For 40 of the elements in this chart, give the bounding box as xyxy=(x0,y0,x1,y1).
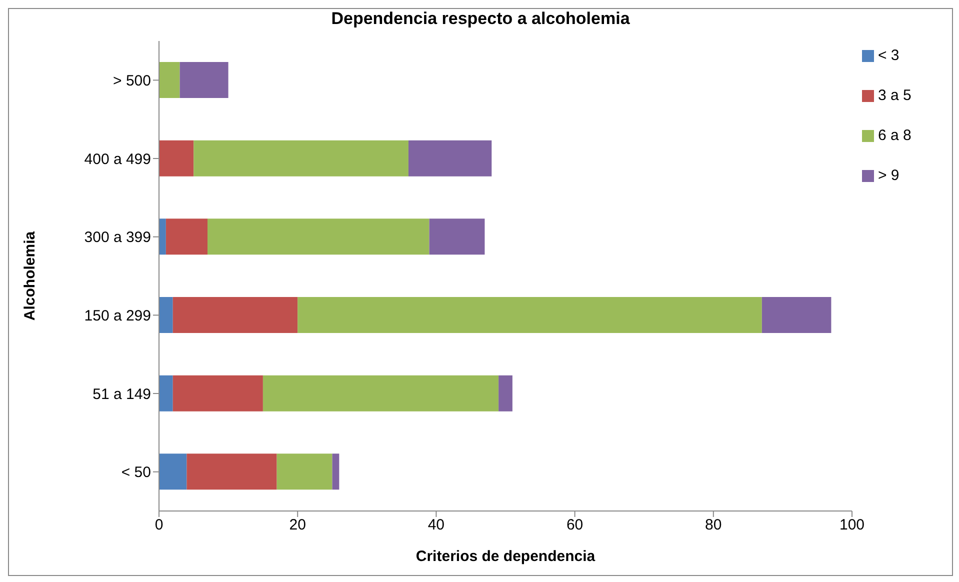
bar xyxy=(180,62,228,98)
y-axis-title: Alcoholemia xyxy=(21,230,38,321)
bar xyxy=(298,297,762,333)
legend-label: > 9 xyxy=(878,167,900,184)
legend-label: < 3 xyxy=(878,47,900,64)
bar xyxy=(159,454,187,490)
bar xyxy=(429,218,485,255)
x-tick-label: 40 xyxy=(428,516,445,534)
bar xyxy=(186,454,277,490)
bar xyxy=(166,218,208,255)
legend-label: 6 a 8 xyxy=(878,127,912,144)
x-tick-label: 80 xyxy=(705,516,722,534)
bar xyxy=(159,140,194,176)
bar xyxy=(208,218,430,255)
bar xyxy=(332,454,340,490)
bar xyxy=(762,297,832,333)
x-tick-label: 20 xyxy=(289,516,306,534)
bar xyxy=(159,62,180,98)
bar xyxy=(194,140,408,176)
bar xyxy=(262,375,499,412)
y-tick-label: 150 a 299 xyxy=(84,307,151,324)
y-tick-label: > 500 xyxy=(113,72,151,90)
bar xyxy=(276,454,332,490)
y-tick-label: < 50 xyxy=(121,464,151,482)
chart-title: Dependencia respecto a alcoholemia xyxy=(330,9,631,30)
bar xyxy=(408,140,492,176)
bar xyxy=(159,297,173,333)
bar xyxy=(159,218,166,255)
x-axis-title: Criterios de dependencia xyxy=(416,548,596,565)
y-tick-label: 51 a 149 xyxy=(92,386,151,403)
x-tick-label: 60 xyxy=(566,516,584,534)
bar xyxy=(159,375,173,412)
x-tick-label: 100 xyxy=(839,516,865,534)
y-tick-label: 300 a 399 xyxy=(84,229,151,246)
x-tick-label: 0 xyxy=(154,516,164,534)
y-tick-label: 400 a 499 xyxy=(84,150,151,168)
bar xyxy=(172,375,263,412)
bar xyxy=(498,375,512,412)
legend-label: 3 a 5 xyxy=(878,87,912,104)
bar xyxy=(172,297,298,333)
